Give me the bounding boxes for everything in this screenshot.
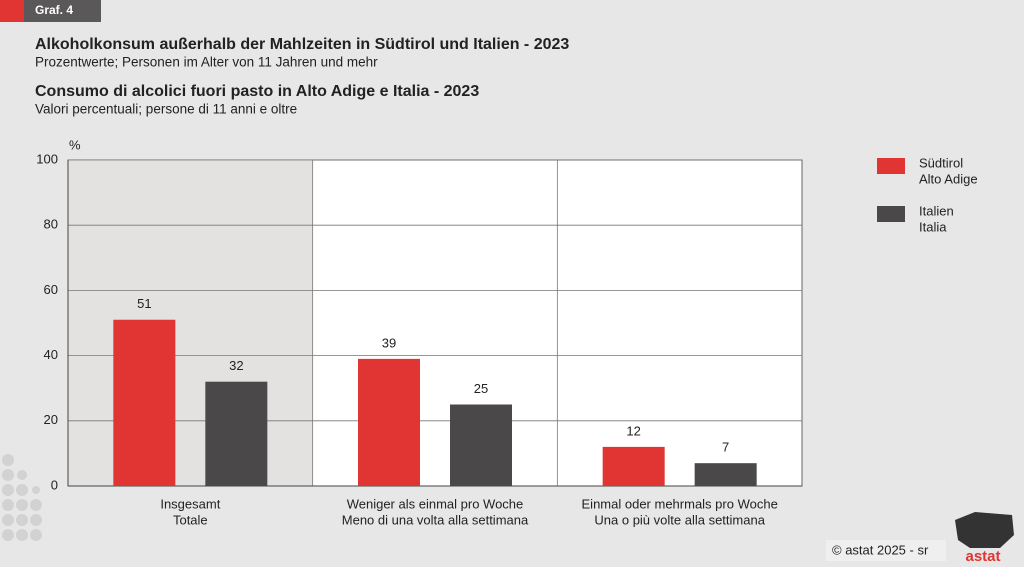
chart-subtitle-2: Valori percentuali; persone di 11 anni e… [35, 102, 297, 117]
bar [602, 446, 665, 486]
x-tick-label: Una o più volte alla settimana [594, 512, 765, 527]
logo-map [955, 512, 1014, 548]
credit-box [826, 540, 946, 561]
bar [113, 319, 176, 486]
plot-highlight [68, 160, 313, 486]
decor-dots [2, 454, 42, 541]
data-label: 12 [626, 423, 640, 438]
chart-title: Alkoholkonsum außerhalb der Mahlzeiten i… [35, 36, 569, 53]
x-tick-label: Totale [173, 512, 208, 527]
legend-swatch [877, 206, 905, 222]
tag-accent [0, 0, 24, 22]
data-label: 7 [722, 440, 729, 455]
y-tick-label: 60 [44, 282, 58, 297]
chart-title-2: Consumo di alcolici fuori pasto in Alto … [35, 83, 479, 100]
bar [205, 381, 268, 486]
legend-label: Italia [919, 219, 947, 234]
y-tick-label: 100 [36, 151, 58, 166]
bar [694, 463, 757, 486]
legend-label: Italien [919, 203, 954, 218]
y-tick-label: 20 [44, 412, 58, 427]
tag: Graf. 4 [35, 3, 73, 17]
legend-label: Alto Adige [919, 171, 978, 186]
data-label: 25 [474, 381, 488, 396]
y-unit: % [69, 137, 81, 152]
data-label: 32 [229, 358, 243, 373]
x-tick-label: Meno di una volta alla settimana [342, 512, 529, 527]
data-label: 51 [137, 296, 151, 311]
x-tick-label: Einmal oder mehrmals pro Woche [582, 496, 778, 511]
x-tick-label: Insgesamt [160, 496, 220, 511]
bar [450, 404, 512, 486]
x-tick-label: Weniger als einmal pro Woche [347, 496, 524, 511]
data-label: 39 [382, 335, 396, 350]
y-tick-label: 40 [44, 347, 58, 362]
logo: astat [965, 548, 1000, 565]
legend-label: Südtirol [919, 155, 963, 170]
legend-swatch [877, 158, 905, 174]
tag-box [24, 0, 101, 22]
bar [358, 358, 420, 486]
y-tick-label: 0 [51, 477, 58, 492]
y-tick-label: 80 [44, 217, 58, 232]
credit: © astat 2025 - sr [832, 542, 929, 557]
chart-subtitle: Prozentwerte; Personen im Alter von 11 J… [35, 55, 378, 70]
